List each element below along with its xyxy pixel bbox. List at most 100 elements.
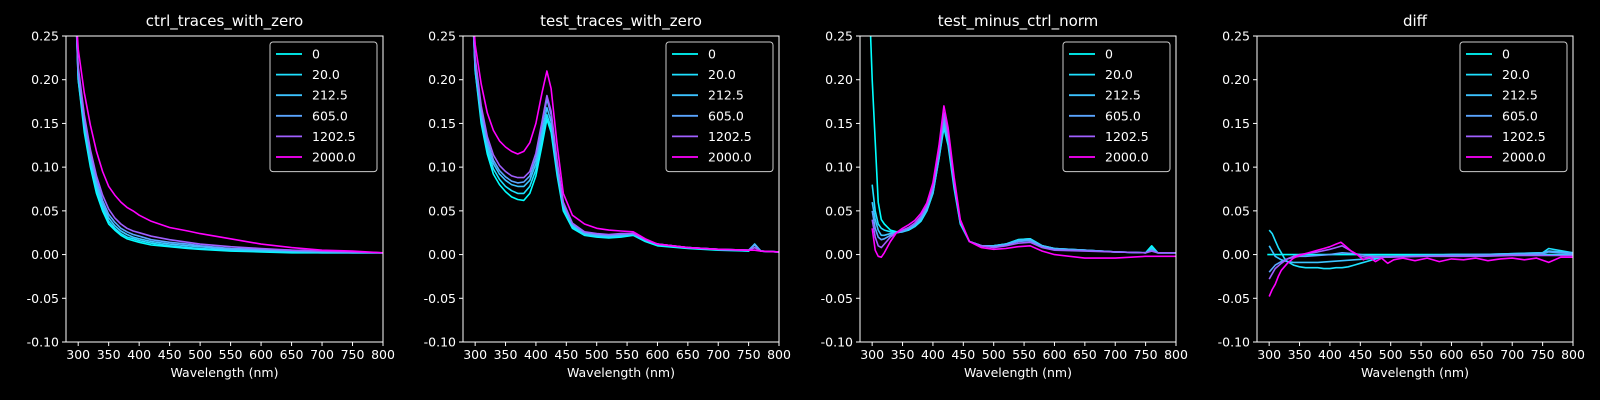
x-tick-label: 600 — [1440, 347, 1464, 362]
x-tick-label: 450 — [158, 347, 182, 362]
chart-panel-3: test_minus_ctrl_norm 300 350 400 450 500 550 60… — [821, 12, 1188, 380]
chart-title: ctrl_traces_with_zero — [146, 12, 303, 31]
y-tick-label: -0.05 — [821, 291, 853, 306]
y-tick-label: 0.25 — [428, 29, 456, 44]
x-tick-label: 700 — [1103, 347, 1127, 362]
y-tick-label: -0.10 — [424, 335, 456, 350]
y-tick-label: 0.20 — [428, 72, 456, 87]
chart-panel-2: test_traces_with_zero 300 350 400 450 500 550 6… — [424, 12, 791, 380]
legend-entry: 605.0 — [1105, 108, 1141, 123]
y-tick-label: 0.10 — [825, 160, 853, 175]
y-tick-label: 0.05 — [428, 203, 456, 218]
x-tick-label: 600 — [249, 347, 273, 362]
y-tick-label: 0.00 — [1222, 247, 1250, 262]
legend-entry: 1202.5 — [1502, 129, 1546, 144]
y-tick-label: 0.00 — [428, 247, 456, 262]
legend-entry: 20.0 — [1105, 67, 1133, 82]
y-tick-label: 0.20 — [1222, 72, 1250, 87]
x-tick-label: 400 — [524, 347, 548, 362]
legend-entry: 2000.0 — [312, 150, 356, 165]
legend: 0 20.0 212.5 605.0 1202.5 2000.0 — [665, 41, 774, 173]
y-tick-label: 0.15 — [428, 116, 456, 131]
y-tick-label: -0.10 — [821, 335, 853, 350]
y-tick-label: 0.05 — [825, 203, 853, 218]
x-tick-label: 650 — [1470, 347, 1494, 362]
legend-entry: 212.5 — [1502, 88, 1538, 103]
x-tick-label: 750 — [1531, 347, 1555, 362]
series-line-2000-0 — [871, 105, 1176, 259]
y-tick-label: 0.15 — [31, 116, 59, 131]
x-tick-label: 650 — [280, 347, 304, 362]
x-tick-label: 550 — [219, 347, 243, 362]
legend-entry: 2000.0 — [1502, 150, 1546, 165]
y-tick-label: 0.25 — [825, 29, 853, 44]
x-tick-label: 750 — [737, 347, 761, 362]
x-tick-label: 750 — [1134, 347, 1158, 362]
y-tick-label: 0.10 — [428, 160, 456, 175]
x-tick-label: 550 — [1012, 347, 1036, 362]
plot-area — [1267, 229, 1573, 297]
x-tick-label: 550 — [615, 347, 639, 362]
axes-frame — [462, 35, 780, 343]
y-tick-label: 0.05 — [31, 203, 59, 218]
series-line-20-0 — [75, 36, 383, 254]
x-tick-label: 450 — [554, 347, 578, 362]
legend-entry: 2000.0 — [1105, 150, 1149, 165]
chart-panel-1: ctrl_traces_with_zero 300 350 400 450 500 550 6… — [27, 12, 395, 380]
legend-entry: 1202.5 — [1105, 129, 1149, 144]
x-tick-label: 800 — [371, 347, 395, 362]
legend: 0 20.0 212.5 605.0 1202.5 2000.0 — [1062, 41, 1171, 173]
series-line-2000-0 — [473, 36, 779, 253]
y-tick-label: 0.15 — [1222, 116, 1250, 131]
x-tick-label: 300 — [463, 347, 487, 362]
chart-title: test_minus_ctrl_norm — [938, 12, 1099, 31]
legend-entry: 2000.0 — [708, 150, 752, 165]
x-tick-label: 650 — [676, 347, 700, 362]
axes-frame — [859, 35, 1177, 343]
x-tick-label: 550 — [1409, 347, 1433, 362]
series-line-212-5 — [75, 36, 383, 254]
chart-panel-4: diff 300 350 400 450 500 550 600 650 700 750 800 -0.… — [1218, 12, 1585, 380]
y-tick-label: 0.10 — [1222, 160, 1250, 175]
x-tick-label: 650 — [1073, 347, 1097, 362]
x-tick-label: 350 — [97, 347, 121, 362]
legend-entry: 20.0 — [708, 67, 736, 82]
legend-entry: 605.0 — [312, 108, 348, 123]
x-tick-label: 750 — [341, 347, 365, 362]
x-tick-label: 300 — [66, 347, 90, 362]
x-tick-label: 800 — [1561, 347, 1585, 362]
legend-entry: 20.0 — [312, 67, 340, 82]
x-tick-label: 800 — [1164, 347, 1188, 362]
x-tick-label: 400 — [921, 347, 945, 362]
x-tick-label: 450 — [951, 347, 975, 362]
legend-entry: 1202.5 — [708, 129, 752, 144]
chart-title: diff — [1403, 12, 1428, 30]
y-tick-label: 0.10 — [31, 160, 59, 175]
legend-entry: 605.0 — [708, 108, 744, 123]
x-tick-label: 500 — [188, 347, 212, 362]
legend-entry: 0 — [1105, 47, 1113, 62]
y-tick-label: 0.25 — [31, 29, 59, 44]
y-tick-label: -0.10 — [1218, 335, 1250, 350]
legend-entry: 212.5 — [1105, 88, 1141, 103]
y-tick-label: 0.05 — [1222, 203, 1250, 218]
x-tick-label: 400 — [127, 347, 151, 362]
series-line-1202-5 — [75, 36, 383, 254]
y-tick-label: 0.00 — [825, 247, 853, 262]
legend-entry: 0 — [1502, 47, 1510, 62]
series-line-2000-0 — [76, 36, 383, 254]
x-tick-label: 500 — [982, 347, 1006, 362]
x-tick-label: 500 — [1379, 347, 1403, 362]
series-line-2000-0 — [1268, 241, 1573, 297]
y-tick-label: -0.05 — [1218, 291, 1250, 306]
y-tick-label: 0.20 — [31, 72, 59, 87]
y-tick-label: 0.15 — [825, 116, 853, 131]
legend-entry: 0 — [312, 47, 320, 62]
y-tick-label: -0.05 — [27, 291, 59, 306]
y-tick-label: 0.20 — [825, 72, 853, 87]
legend: 0 20.0 212.5 605.0 1202.5 2000.0 — [269, 41, 378, 173]
x-tick-label: 600 — [646, 347, 670, 362]
legend-entry: 0 — [708, 47, 716, 62]
x-tick-label: 350 — [891, 347, 915, 362]
